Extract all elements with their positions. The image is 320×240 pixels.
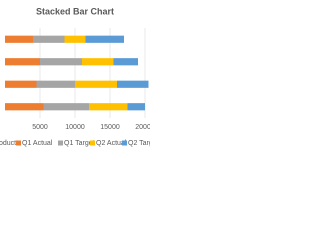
- bar-segment: [89, 103, 128, 111]
- bar-segment: [75, 80, 117, 88]
- bar-segment: [85, 35, 124, 43]
- legend-swatch: [90, 140, 95, 146]
- bar-segment: [36, 80, 75, 88]
- bar-segment: [127, 103, 145, 111]
- legend-swatch: [16, 140, 21, 146]
- legend-swatch: [58, 140, 63, 146]
- bar-segment: [43, 103, 89, 111]
- legend-label: Q1 Target: [64, 140, 95, 147]
- chart-title: Stacked Bar Chart: [36, 6, 114, 16]
- bar-segment: [40, 58, 82, 66]
- bar-segment: [82, 58, 114, 66]
- bar-segment: [5, 58, 40, 66]
- legend-swatch: [122, 140, 127, 146]
- bar-segment: [5, 80, 37, 88]
- legend-label: Q2 Actual: [96, 140, 127, 147]
- x-tick-label: 20000: [135, 124, 150, 131]
- bar-segment: [64, 35, 86, 43]
- legend-label: Q2 Target: [128, 140, 150, 147]
- x-tick-label: 15000: [100, 124, 120, 131]
- legend-label: Product: [0, 140, 16, 147]
- bar-segment: [5, 35, 33, 43]
- bar-segment: [33, 35, 65, 43]
- legend-label: Q1 Actual: [22, 140, 53, 147]
- bar-segment: [113, 58, 138, 66]
- chart: Stacked Bar Chart 5000 10000 15000 20000 Pro…: [0, 0, 150, 150]
- x-tick-label: 10000: [65, 124, 85, 131]
- bar-segment: [5, 103, 44, 111]
- bar-segment: [117, 80, 149, 88]
- x-tick-label: 5000: [32, 124, 48, 131]
